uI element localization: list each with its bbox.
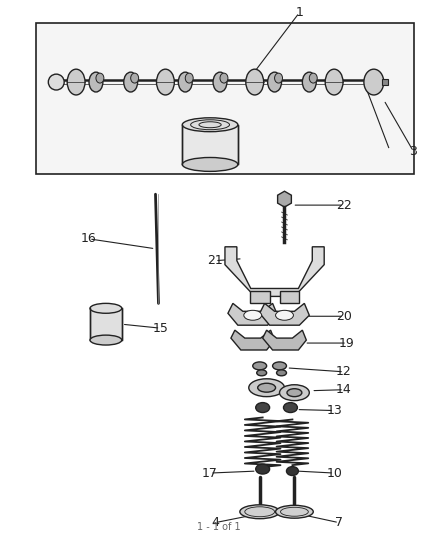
Polygon shape bbox=[225, 247, 324, 296]
Bar bbox=[279, 292, 300, 303]
Text: 21: 21 bbox=[207, 254, 223, 267]
Text: 20: 20 bbox=[336, 310, 352, 323]
Text: 16: 16 bbox=[81, 232, 97, 245]
Ellipse shape bbox=[244, 310, 261, 320]
Text: 22: 22 bbox=[336, 199, 352, 212]
Ellipse shape bbox=[283, 402, 297, 413]
Ellipse shape bbox=[246, 69, 264, 95]
Ellipse shape bbox=[90, 335, 122, 345]
Ellipse shape bbox=[89, 72, 103, 92]
Text: 19: 19 bbox=[339, 336, 355, 350]
Ellipse shape bbox=[276, 505, 313, 518]
Ellipse shape bbox=[276, 370, 286, 376]
Ellipse shape bbox=[253, 362, 267, 370]
Text: 1 - 1 of 1: 1 - 1 of 1 bbox=[197, 522, 241, 531]
Bar bbox=[382, 79, 388, 85]
Ellipse shape bbox=[249, 379, 285, 397]
Ellipse shape bbox=[325, 69, 343, 95]
Text: 3: 3 bbox=[410, 145, 417, 158]
Ellipse shape bbox=[309, 73, 317, 83]
Ellipse shape bbox=[268, 72, 282, 92]
Polygon shape bbox=[263, 330, 306, 350]
Text: 13: 13 bbox=[326, 404, 342, 417]
Polygon shape bbox=[228, 303, 278, 325]
Ellipse shape bbox=[279, 385, 309, 401]
Text: 10: 10 bbox=[326, 466, 342, 480]
Ellipse shape bbox=[185, 73, 193, 83]
Circle shape bbox=[48, 74, 64, 90]
Ellipse shape bbox=[272, 362, 286, 370]
Ellipse shape bbox=[302, 72, 316, 92]
Bar bbox=[250, 292, 270, 303]
Bar bbox=[182, 125, 238, 165]
Text: 12: 12 bbox=[336, 365, 352, 378]
Ellipse shape bbox=[220, 73, 228, 83]
Ellipse shape bbox=[156, 69, 174, 95]
Text: 1: 1 bbox=[296, 6, 304, 19]
Ellipse shape bbox=[257, 370, 267, 376]
Polygon shape bbox=[278, 191, 291, 207]
Ellipse shape bbox=[364, 69, 384, 95]
Ellipse shape bbox=[90, 303, 122, 313]
Ellipse shape bbox=[67, 69, 85, 95]
Ellipse shape bbox=[258, 383, 276, 392]
Ellipse shape bbox=[182, 118, 238, 132]
Ellipse shape bbox=[182, 157, 238, 172]
Ellipse shape bbox=[178, 72, 192, 92]
Ellipse shape bbox=[240, 505, 279, 519]
Ellipse shape bbox=[276, 310, 293, 320]
Ellipse shape bbox=[213, 72, 227, 92]
Ellipse shape bbox=[131, 73, 138, 83]
Ellipse shape bbox=[287, 389, 302, 397]
Text: 4: 4 bbox=[211, 516, 219, 529]
Ellipse shape bbox=[256, 464, 270, 474]
Polygon shape bbox=[231, 330, 275, 350]
Text: 15: 15 bbox=[152, 322, 168, 335]
Ellipse shape bbox=[275, 73, 283, 83]
Ellipse shape bbox=[124, 72, 138, 92]
Text: 14: 14 bbox=[336, 383, 352, 396]
Text: 17: 17 bbox=[202, 466, 218, 480]
Text: 7: 7 bbox=[335, 516, 343, 529]
Ellipse shape bbox=[256, 402, 270, 413]
Ellipse shape bbox=[96, 73, 104, 83]
Bar bbox=[90, 308, 122, 340]
Polygon shape bbox=[36, 22, 413, 174]
Ellipse shape bbox=[286, 466, 298, 475]
Polygon shape bbox=[260, 303, 309, 325]
